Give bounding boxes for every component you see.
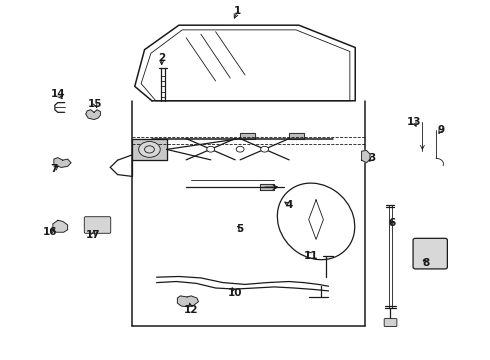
Text: 1: 1 [234, 6, 241, 16]
Text: 8: 8 [423, 258, 430, 268]
Polygon shape [362, 150, 370, 163]
Polygon shape [240, 133, 255, 139]
FancyBboxPatch shape [413, 238, 447, 269]
Text: 5: 5 [237, 224, 244, 234]
Circle shape [139, 141, 160, 157]
Polygon shape [54, 158, 71, 167]
Polygon shape [177, 296, 198, 307]
Text: 3: 3 [369, 153, 376, 163]
Text: 16: 16 [43, 227, 57, 237]
Text: 11: 11 [304, 251, 318, 261]
Text: 14: 14 [50, 89, 65, 99]
Text: 15: 15 [88, 99, 103, 109]
Polygon shape [289, 133, 304, 139]
Text: 13: 13 [407, 117, 421, 127]
Polygon shape [86, 110, 100, 120]
Circle shape [261, 146, 269, 152]
FancyBboxPatch shape [84, 217, 111, 233]
Circle shape [236, 146, 244, 152]
Text: 6: 6 [389, 218, 395, 228]
Text: 12: 12 [184, 305, 198, 315]
Text: 2: 2 [158, 53, 165, 63]
Polygon shape [260, 184, 274, 190]
Text: 4: 4 [285, 200, 293, 210]
Text: 17: 17 [86, 230, 100, 240]
Polygon shape [53, 220, 68, 232]
FancyBboxPatch shape [384, 319, 397, 327]
Polygon shape [132, 139, 167, 160]
Text: 10: 10 [228, 288, 243, 298]
Text: 7: 7 [50, 164, 58, 174]
Circle shape [207, 146, 215, 152]
Text: 9: 9 [438, 125, 444, 135]
